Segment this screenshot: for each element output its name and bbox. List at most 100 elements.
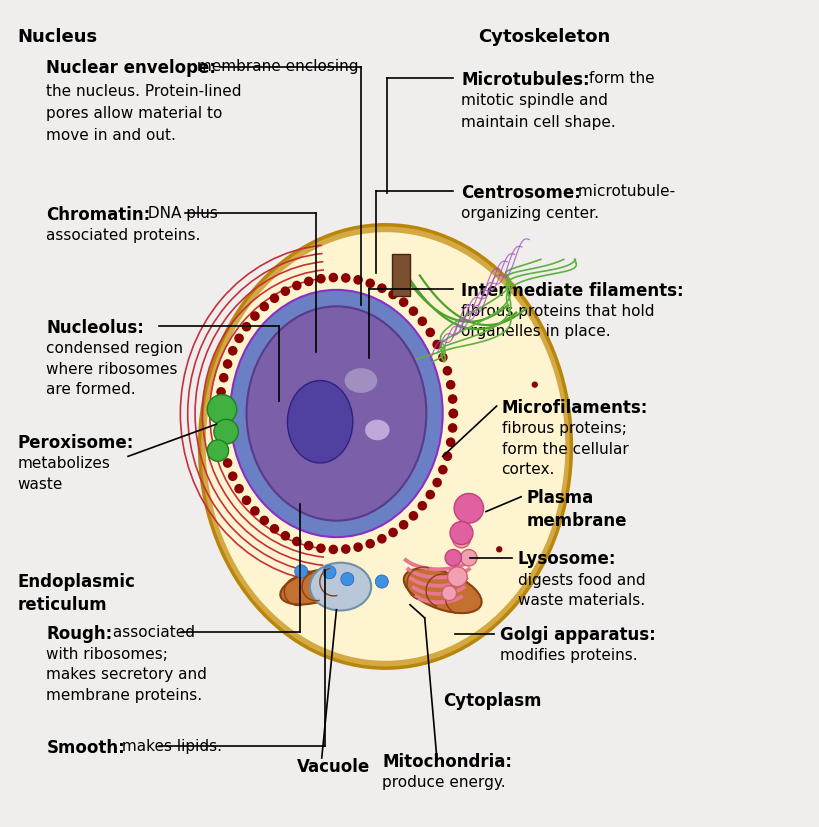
Circle shape [450, 522, 473, 544]
Text: fibrous proteins that hold: fibrous proteins that hold [461, 304, 654, 319]
Text: Cytoplasm: Cytoplasm [442, 692, 541, 710]
Circle shape [329, 545, 337, 553]
Text: where ribosomes: where ribosomes [47, 361, 178, 376]
Text: Rough:: Rough: [47, 624, 112, 643]
Circle shape [449, 409, 457, 418]
Text: condensed region: condensed region [47, 341, 183, 356]
Text: reticulum: reticulum [18, 595, 107, 614]
Circle shape [388, 290, 396, 299]
Circle shape [354, 543, 362, 552]
Circle shape [342, 545, 350, 553]
Circle shape [365, 539, 373, 547]
Text: organizing center.: organizing center. [461, 206, 599, 221]
Text: Nuclear envelope:: Nuclear envelope: [47, 59, 216, 77]
Circle shape [378, 284, 386, 292]
Text: DNA plus: DNA plus [143, 206, 217, 221]
Text: organelles in place.: organelles in place. [461, 324, 610, 340]
Circle shape [399, 521, 407, 529]
Circle shape [409, 512, 417, 520]
Circle shape [449, 409, 457, 418]
Circle shape [294, 565, 307, 578]
Circle shape [341, 572, 354, 586]
Circle shape [214, 419, 238, 444]
Circle shape [217, 388, 225, 396]
Circle shape [304, 277, 312, 285]
Text: Peroxisome:: Peroxisome: [18, 434, 134, 452]
Text: pores allow material to: pores allow material to [47, 106, 223, 121]
Circle shape [323, 566, 336, 579]
Text: microtubule-: microtubule- [572, 184, 675, 198]
Circle shape [251, 312, 259, 320]
Circle shape [281, 287, 289, 295]
Text: membrane proteins.: membrane proteins. [47, 688, 202, 703]
Circle shape [354, 275, 362, 284]
Text: Microtubules:: Microtubules: [461, 70, 590, 88]
Ellipse shape [280, 569, 351, 605]
Circle shape [496, 547, 501, 552]
Circle shape [452, 530, 470, 547]
Ellipse shape [206, 232, 564, 661]
Text: modifies proteins.: modifies proteins. [500, 648, 636, 663]
Text: form the: form the [583, 70, 654, 86]
Text: Smooth:: Smooth: [47, 739, 125, 757]
Circle shape [217, 431, 225, 439]
Circle shape [316, 275, 324, 283]
Text: waste materials.: waste materials. [518, 593, 645, 608]
Text: digests food and: digests food and [518, 572, 645, 587]
Circle shape [448, 395, 456, 404]
Circle shape [418, 317, 426, 325]
Circle shape [448, 423, 456, 432]
Circle shape [378, 535, 386, 543]
Circle shape [207, 394, 237, 424]
Circle shape [260, 516, 268, 524]
Circle shape [446, 438, 455, 447]
Text: makes secretory and: makes secretory and [47, 667, 207, 682]
Circle shape [365, 280, 373, 288]
Circle shape [532, 382, 536, 387]
Text: Nucleus: Nucleus [18, 28, 97, 45]
Text: Plasma: Plasma [527, 490, 594, 507]
Text: waste: waste [18, 477, 63, 492]
Circle shape [460, 549, 477, 566]
Circle shape [224, 459, 232, 467]
Text: fibrous proteins;: fibrous proteins; [501, 421, 626, 436]
Circle shape [224, 360, 232, 368]
Text: membrane: membrane [527, 512, 627, 529]
Ellipse shape [403, 568, 481, 613]
Circle shape [454, 494, 483, 523]
Circle shape [438, 353, 446, 361]
Circle shape [432, 341, 441, 348]
Circle shape [207, 440, 229, 461]
Circle shape [445, 549, 461, 566]
Circle shape [447, 566, 467, 586]
Circle shape [219, 374, 228, 382]
Bar [391, 254, 410, 296]
Circle shape [432, 479, 441, 486]
Text: with ribosomes;: with ribosomes; [47, 647, 168, 662]
Circle shape [235, 485, 243, 493]
Circle shape [409, 307, 417, 315]
Circle shape [388, 528, 396, 537]
Ellipse shape [310, 562, 371, 610]
Text: cortex.: cortex. [501, 462, 554, 477]
Text: maintain cell shape.: maintain cell shape. [461, 115, 616, 130]
Text: associated proteins.: associated proteins. [47, 228, 201, 243]
Circle shape [260, 303, 268, 311]
Text: Microfilaments:: Microfilaments: [501, 399, 647, 417]
Circle shape [329, 274, 337, 282]
Ellipse shape [287, 380, 352, 463]
Circle shape [235, 334, 243, 342]
Circle shape [399, 298, 407, 306]
Text: Chromatin:: Chromatin: [47, 206, 151, 224]
Ellipse shape [364, 419, 389, 440]
Circle shape [215, 417, 224, 425]
Text: membrane enclosing: membrane enclosing [192, 59, 358, 74]
Circle shape [215, 402, 224, 410]
Circle shape [251, 507, 259, 515]
Ellipse shape [230, 290, 442, 537]
Text: associated: associated [107, 624, 194, 639]
Circle shape [242, 496, 251, 504]
Circle shape [443, 452, 451, 461]
Circle shape [426, 490, 434, 499]
Ellipse shape [344, 368, 377, 393]
